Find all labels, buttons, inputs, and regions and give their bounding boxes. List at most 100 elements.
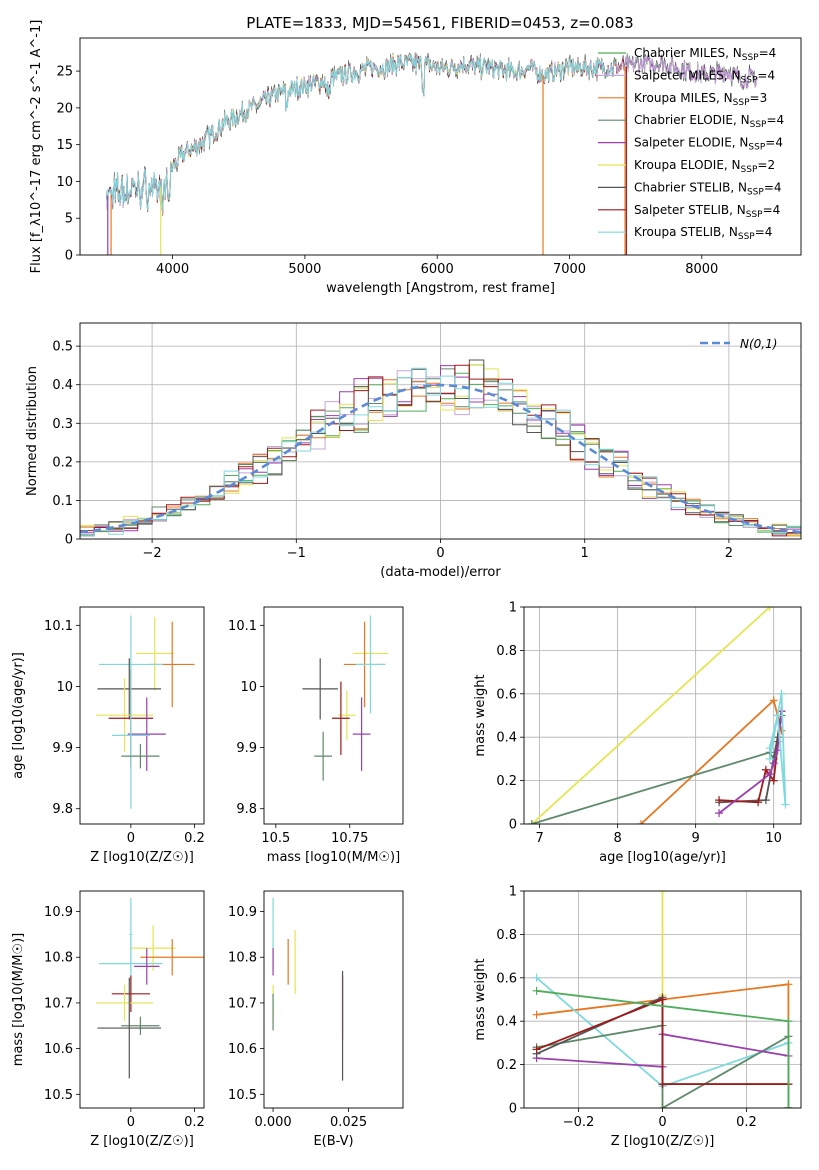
massweight-vs-age-ytick-label: 0.2: [496, 774, 517, 789]
spectrum-series-line: [106, 53, 758, 214]
massweight-vs-age-xtick-label: 10: [765, 831, 782, 846]
massweight-vs-age-ylabel: mass weight: [473, 674, 488, 756]
legend-label: Chabrier STELIB, NSSP=4: [634, 180, 782, 197]
age-vs-mass-ytick-label: 10.1: [228, 619, 257, 634]
mass-weight-marker: [784, 1104, 793, 1108]
legend-label: Chabrier ELODIE, NSSP=4: [634, 113, 784, 130]
massweight-vs-Z-xtick-label: 0.2: [736, 1115, 757, 1130]
massweight-vs-Z-ytick-label: 0.4: [496, 1015, 517, 1030]
massweight-vs-age-ytick-label: 0.8: [496, 644, 517, 659]
residuals-plot-area: [80, 359, 801, 538]
legend-label-sub: SSP: [747, 187, 764, 197]
residuals-axes: −2 −1 0 1 2 0 0.1 0.2 0.3 0.4 0.5 (data-model)/erro…: [25, 322, 802, 580]
mass-weight-line: [536, 998, 789, 1085]
figure-title: PLATE=1833, MJD=54561, FIBERID=0453, z=0…: [246, 14, 633, 32]
mass-vs-ebv-ytick-label: 10.6: [228, 1042, 257, 1057]
mass-weight-marker: [781, 800, 790, 809]
legend-label-tail: =4: [763, 203, 781, 217]
residual-legend-label: N(0,1): [740, 337, 777, 351]
mass-weight-marker: [637, 820, 646, 824]
spectrum-ytick-label: 15: [56, 138, 73, 153]
legend-label-sub: SSP: [742, 53, 759, 63]
massweight-vs-Z-ylabel: mass weight: [473, 958, 488, 1040]
age-vs-Z-xtick-label: 0: [127, 831, 135, 846]
spectrum-series-line: [106, 54, 626, 211]
age-vs-mass-ytick-label: 9.8: [236, 802, 257, 817]
age-vs-Z-frame: [79, 606, 205, 825]
age-vs-mass-plot-area: [302, 615, 389, 781]
mass-vs-Z-ylabel: mass [log10(M/M☉)]: [11, 933, 26, 1066]
residuals-ytick-label: 0.1: [52, 494, 73, 509]
massweight-vs-age-ytick-label: 0.6: [496, 687, 517, 702]
residuals-xtick-label: 1: [581, 546, 589, 561]
legend-label-tail: =4: [755, 225, 773, 239]
massweight-vs-Z-xtick-label: −0.2: [563, 1115, 595, 1130]
spectrum-series-line: [160, 54, 599, 214]
age-vs-Z-ylabel: age [log10(age/yr)]: [11, 652, 26, 779]
spectrum-xtick-label: 6000: [421, 262, 454, 277]
mass-vs-ebv-ytick-label: 10.7: [228, 996, 257, 1011]
mass-vs-Z-frame: [79, 890, 205, 1109]
massweight-vs-Z-ytick-label: 0.8: [496, 928, 517, 943]
spectrum-xtick-label: 7000: [553, 262, 586, 277]
mass-vs-Z-xlabel: Z [log10(Z/Z☉)]: [90, 1134, 194, 1149]
legend-label-tail: =3: [750, 91, 768, 105]
mass-weight-line: [696, 705, 778, 824]
mass-weight-marker: [784, 980, 793, 989]
spectrum-axes: 4000 5000 6000 7000 8000 0 5 10 15 20 25 wavelength…: [29, 20, 802, 296]
mass-weight-marker: [532, 986, 541, 995]
legend-label: Salpeter MILES, NSSP=4: [634, 68, 775, 85]
age-vs-mass-frame: [263, 606, 404, 825]
massweight-vs-age-xtick-label: 9: [692, 831, 700, 846]
legend-label-sub: SSP: [733, 98, 750, 108]
legend-label-main: Salpeter STELIB, N: [634, 203, 746, 217]
legend-label: Salpeter STELIB, NSSP=4: [634, 203, 780, 220]
plots: 4000 5000 6000 7000 80000510152025wavelength…: [11, 20, 802, 1149]
age-vs-Z-axes: 0 0.2 9.8 9.9 10 10.1 Z [log10(Z/Z☉)] age [log1…: [11, 606, 205, 865]
massweight-vs-age-ytick-label: 0: [509, 818, 517, 833]
residuals-frame: [79, 322, 802, 540]
spectrum-ytick-label: 0: [65, 249, 73, 264]
mass-weight-marker: [784, 1017, 793, 1026]
legend-label: Salpeter ELODIE, NSSP=4: [634, 136, 783, 153]
legend-label-sub: SSP: [741, 75, 758, 85]
spectrum-series-line: [106, 54, 626, 214]
mass-weight-line: [531, 607, 771, 824]
mass-weight-marker: [715, 809, 724, 818]
residuals-ytick-label: 0.5: [52, 340, 73, 355]
mass-vs-Z-xtick-label: 0.2: [184, 1115, 205, 1130]
mass-vs-Z-ytick-label: 10.8: [44, 951, 73, 966]
residuals-ytick-label: 0: [65, 533, 73, 548]
residuals-xlabel: (data-model)/error: [380, 565, 501, 580]
massweight-vs-age-xlabel: age [log10(age/yr)]: [599, 850, 726, 865]
mass-weight-marker: [769, 759, 778, 768]
massweight-vs-Z-ytick-label: 0.6: [496, 971, 517, 986]
mass-weight-marker: [765, 770, 774, 779]
spectrum-xlabel: wavelength [Angstrom, rest frame]: [326, 281, 555, 296]
legend-label-main: Chabrier ELODIE, N: [634, 113, 750, 127]
mass-vs-ebv-ytick-label: 10.5: [228, 1088, 257, 1103]
mass-vs-Z-xtick-label: 0: [127, 1115, 135, 1130]
massweight-vs-Z-ytick-label: 0: [509, 1102, 517, 1117]
mass-weight-marker: [532, 1010, 541, 1019]
residuals-xtick-label: −1: [287, 546, 306, 561]
age-vs-Z-xlabel: Z [log10(Z/Z☉)]: [90, 850, 194, 865]
mass-weight-marker: [769, 696, 778, 705]
massweight-vs-Z-plot-area: [532, 891, 793, 1108]
age-vs-Z-ytick-label: 9.9: [52, 741, 73, 756]
mass-weight-line: [640, 698, 783, 824]
spectrum-ytick-label: 25: [56, 65, 73, 80]
legend-label-tail: =4: [764, 180, 782, 194]
massweight-vs-age-axes: 7 8 9 10 0 0.2 0.4 0.6 0.8 1 age [log10(age/yr)] ma…: [473, 601, 802, 865]
mass-weight-marker: [769, 776, 778, 785]
age-vs-Z-xtick-label: 0.2: [184, 831, 205, 846]
age-vs-Z-plot-area: [95, 615, 195, 809]
spectrum-ytick-label: 20: [56, 101, 73, 116]
massweight-vs-age-xtick-label: 7: [535, 831, 543, 846]
legend-label-sub: SSP: [746, 210, 763, 220]
residuals-ytick-label: 0.2: [52, 455, 73, 470]
mass-weight-marker: [715, 787, 724, 796]
mass-vs-Z-plot-area: [95, 897, 204, 1079]
mass-weight-marker: [658, 891, 667, 895]
